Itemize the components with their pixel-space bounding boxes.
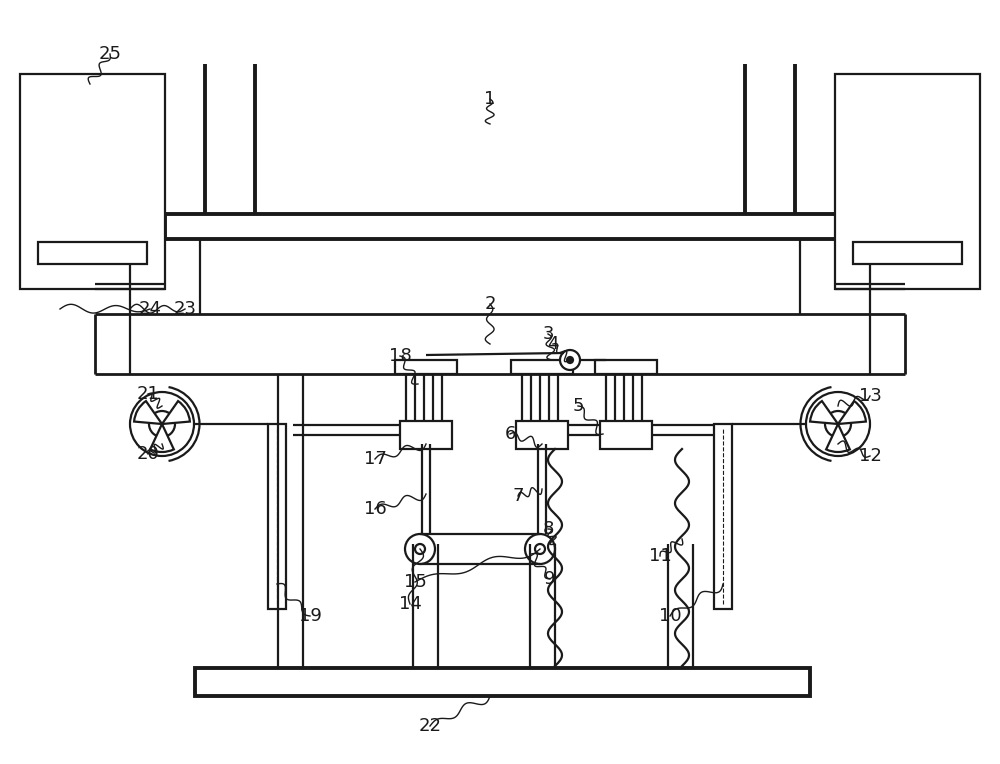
Circle shape — [415, 544, 425, 554]
Circle shape — [567, 357, 573, 363]
Circle shape — [806, 392, 870, 456]
Text: 14: 14 — [399, 595, 421, 613]
Text: 25: 25 — [99, 45, 122, 63]
Bar — [268, 424, 286, 609]
Wedge shape — [162, 401, 190, 424]
Bar — [714, 424, 732, 609]
Bar — [835, 74, 980, 289]
Bar — [395, 360, 457, 374]
Text: 12: 12 — [859, 447, 881, 465]
Text: 13: 13 — [859, 387, 881, 405]
Text: 24: 24 — [139, 300, 162, 318]
Wedge shape — [150, 424, 174, 452]
Bar — [595, 360, 657, 374]
Text: 6: 6 — [504, 425, 516, 443]
Circle shape — [130, 392, 194, 456]
Circle shape — [535, 544, 545, 554]
Bar — [165, 214, 840, 239]
Text: 19: 19 — [299, 607, 321, 625]
Circle shape — [149, 411, 175, 437]
Circle shape — [825, 411, 851, 437]
Bar — [400, 421, 452, 449]
Text: 10: 10 — [659, 607, 681, 625]
Text: 23: 23 — [174, 300, 197, 318]
Text: 15: 15 — [404, 573, 426, 591]
Bar — [853, 242, 962, 264]
Text: 18: 18 — [389, 347, 411, 365]
Text: 21: 21 — [137, 385, 159, 403]
Circle shape — [405, 534, 435, 564]
Text: 5: 5 — [572, 397, 584, 415]
Text: 7: 7 — [512, 487, 524, 505]
Text: 2: 2 — [484, 295, 496, 313]
Wedge shape — [838, 401, 866, 424]
Bar — [511, 360, 573, 374]
Text: 17: 17 — [364, 450, 386, 468]
Wedge shape — [134, 401, 162, 424]
Bar — [600, 421, 652, 449]
Text: 9: 9 — [544, 570, 556, 588]
Text: 1: 1 — [484, 90, 496, 108]
Bar — [516, 421, 568, 449]
Bar — [195, 668, 810, 696]
Circle shape — [560, 350, 580, 370]
Wedge shape — [810, 401, 838, 424]
Circle shape — [525, 534, 555, 564]
Text: 22: 22 — [419, 717, 442, 735]
Text: 3: 3 — [542, 325, 554, 343]
Bar — [20, 74, 165, 289]
Text: 11: 11 — [649, 547, 671, 565]
Text: 4: 4 — [547, 335, 559, 353]
Text: 8: 8 — [542, 520, 554, 538]
Text: 20: 20 — [137, 445, 159, 463]
Wedge shape — [826, 424, 850, 452]
Text: 16: 16 — [364, 500, 386, 518]
Bar — [38, 242, 147, 264]
